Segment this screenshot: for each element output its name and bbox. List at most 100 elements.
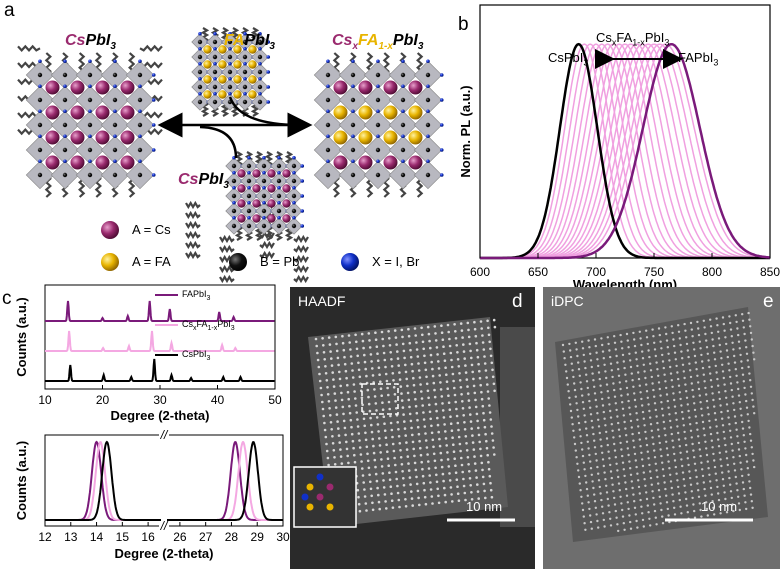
atomic-lattice [561,311,756,533]
atom-column [589,406,592,409]
halide-atom [138,109,142,114]
atom-column [616,469,619,472]
atom-column [316,358,320,362]
atom-column [576,408,579,412]
pb-atom [261,223,267,229]
pb-atom [400,147,406,153]
atom-column [349,355,353,358]
atom-column [481,475,485,479]
atom-column [748,480,751,483]
atom-column [423,488,426,492]
atom-column [358,446,362,449]
atom-column [631,432,634,436]
atom-column [721,316,725,319]
atom-column [384,500,387,503]
atom-column [709,480,712,483]
atom-column [691,388,694,392]
atom-column [386,386,389,390]
pb-atom [350,172,356,178]
pb-atom [325,122,331,128]
atom-column [448,337,451,341]
haadf-label: HAADF [298,293,346,309]
atom-column [568,342,571,346]
atom-column [614,456,617,459]
atom-column [489,488,493,492]
atom-column [440,465,444,469]
halide-atom [198,61,202,66]
atom-column [685,450,689,453]
atom-column [361,403,364,407]
halide-atom [63,84,67,89]
atom-column [391,506,395,509]
pl-xtick-label: 750 [644,265,664,279]
atom-column [471,434,474,437]
atom-column [673,405,677,408]
atom-column [711,446,714,449]
atom-column [611,483,614,486]
atom-column [434,466,437,470]
atom-column [437,360,440,363]
pb-atom [212,39,218,45]
atom-column [581,394,584,397]
atom-column [566,383,569,386]
halide-atom [258,61,262,66]
halide-atom [351,84,355,89]
atom-column [696,374,699,377]
legend-cs-text: A = Cs [132,222,171,237]
pb-atom [400,97,406,103]
atom-column [697,333,701,337]
atom-column [448,472,451,475]
idpc-image: iDPC e 10 nm [543,287,780,569]
atom-column [719,404,722,407]
atom-column [345,447,349,451]
atom-column [598,485,601,489]
atom-column [444,437,448,440]
atom-column [620,502,623,505]
atom-column [341,334,344,338]
atom-column [685,342,689,346]
atom-column [418,503,421,507]
atom-column [466,456,470,459]
atom-column [380,330,384,334]
atom-column [373,388,376,391]
atom-column [449,415,452,418]
halide-atom [151,98,156,102]
atom-column [739,461,742,464]
atom-column [338,377,342,381]
atom-column [582,353,585,357]
atom-column [644,376,647,380]
atom-column [478,369,481,373]
atom-column [621,401,624,404]
a-site-cation [358,155,373,170]
idpc-label: iDPC [551,293,584,309]
atom-column [424,368,428,372]
pb-atom [227,84,233,90]
atom-column [719,350,722,353]
atom-column [588,453,591,457]
atom-column [316,351,319,355]
atom-column [591,480,594,483]
atom-column [489,418,493,421]
atom-column [393,329,397,332]
atom-column [489,354,493,358]
atom-column [483,355,486,358]
atom-column [392,449,396,453]
atom-column [424,502,428,506]
atom-column [730,442,733,446]
atom-column [683,484,686,487]
atom-column [328,343,332,346]
atom-column [659,394,662,397]
a-site-cation [383,80,398,95]
a-site-cation [282,169,291,178]
atom-column [681,471,685,474]
halide-atom [247,185,251,190]
atom-column [469,413,472,416]
atom-column [398,442,402,445]
atom-column [446,458,450,461]
atom-column [705,501,708,504]
atom-column [327,400,331,403]
atom-column [352,446,355,450]
atom-column [381,401,384,404]
atom-column [428,410,432,414]
halide-atom [266,100,271,104]
